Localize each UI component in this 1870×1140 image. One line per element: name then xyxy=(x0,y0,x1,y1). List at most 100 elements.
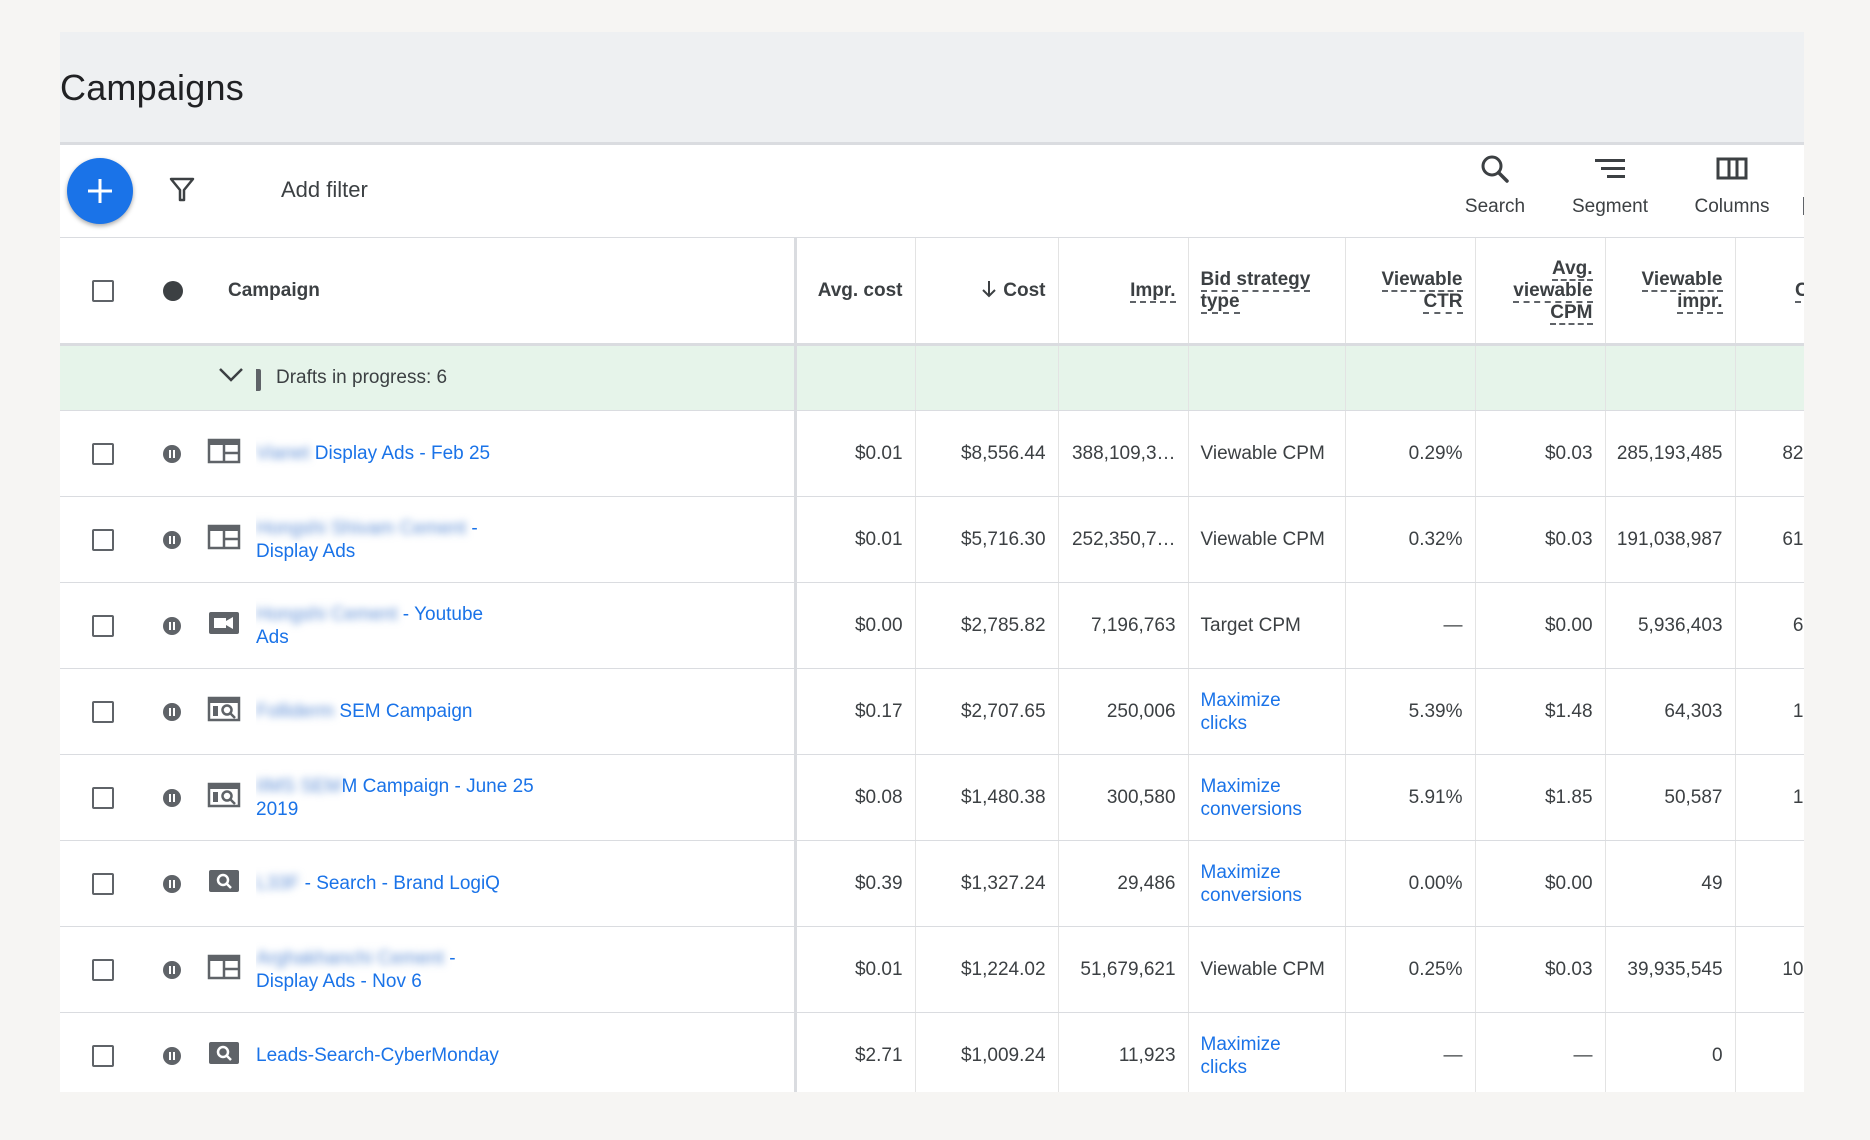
clicks-cell: 614,678 xyxy=(1735,496,1804,583)
status-header-icon[interactable] xyxy=(163,280,183,301)
campaign-header[interactable]: Campaign xyxy=(195,238,797,346)
columns-button[interactable]: Columns xyxy=(1677,153,1787,218)
search-page-campaign-icon xyxy=(207,781,256,815)
avg-viewable-cpm-header[interactable]: Avg. viewable CPM xyxy=(1475,238,1606,346)
paused-status-icon[interactable] xyxy=(163,616,181,635)
table-row[interactable]: Arghakhanchi Cement - Display Ads - Nov 6… xyxy=(60,926,1804,1013)
row-status-cell xyxy=(155,668,195,755)
avg-viewable-cpm-header-line3: CPM xyxy=(1550,301,1593,325)
drafts-toggle-cell xyxy=(155,344,256,411)
video-campaign-icon xyxy=(207,609,256,643)
cost-header-label: Cost xyxy=(1003,279,1046,301)
bid-strategy-cell: Viewable CPM xyxy=(1188,496,1346,583)
clicks-header[interactable]: Clicks xyxy=(1735,238,1804,346)
bid-strategy-cell: Maximize conversions xyxy=(1188,840,1346,927)
viewable-impr-cell: 49 xyxy=(1605,840,1736,927)
campaign-name-link[interactable]: Vianet Display Ads - Feb 25 xyxy=(256,442,792,465)
row-status-cell xyxy=(155,1012,195,1092)
row-checkbox[interactable] xyxy=(92,528,114,551)
row-checkbox[interactable] xyxy=(92,958,114,981)
add-filter-button[interactable]: Add filter xyxy=(281,177,368,202)
bid-strategy-header[interactable]: Bid strategy type xyxy=(1188,238,1346,346)
paused-status-icon[interactable] xyxy=(163,1046,181,1065)
bid-strategy-value[interactable]: Maximize clicks xyxy=(1201,1033,1345,1079)
viewable-ctr-cell: 0.00% xyxy=(1345,840,1476,927)
campaign-name-redacted: Hongshi Cement xyxy=(256,603,398,625)
row-checkbox[interactable] xyxy=(92,442,114,465)
viewable-ctr-cell: 0.32% xyxy=(1345,496,1476,583)
table-row[interactable]: IIMS SEMM Campaign - June 25 2019 $0.08 $1,… xyxy=(60,754,1804,841)
paused-status-icon[interactable] xyxy=(163,444,181,463)
campaign-name-cell: Vianet Display Ads - Feb 25 xyxy=(256,410,797,497)
paused-status-icon[interactable] xyxy=(163,788,181,807)
avg-cost-cell: $0.39 xyxy=(795,840,916,927)
campaign-name-link[interactable]: Leads-Search-CyberMonday xyxy=(256,1044,792,1067)
bid-strategy-line1: Maximize xyxy=(1200,689,1281,711)
filter-icon[interactable] xyxy=(168,175,196,203)
campaign-name-link[interactable]: Hongshi Cement - Youtube Ads xyxy=(256,603,792,649)
table-row[interactable]: Folliderm SEM Campaign $0.17 $2,707.65 250,… xyxy=(60,668,1804,755)
viewable-impr-cell: 285,193,485 xyxy=(1605,410,1736,497)
viewable-impr-cell: 5,936,403 xyxy=(1605,582,1736,669)
row-checkbox[interactable] xyxy=(92,1044,114,1067)
cost-header[interactable]: Cost xyxy=(915,238,1059,346)
table-row[interactable]: Hongshi Cement - Youtube Ads $0.00 $2,785.8… xyxy=(60,582,1804,669)
bid-strategy-value[interactable]: Maximize conversions xyxy=(1201,775,1345,821)
toolbar: Add filter Search Segment Columns xyxy=(60,145,1804,237)
paused-status-icon[interactable] xyxy=(163,702,181,721)
row-checkbox[interactable] xyxy=(92,700,114,723)
viewable-impr-cell: 64,303 xyxy=(1605,668,1736,755)
table-row[interactable]: Hongshi Shivam Cement - Display Ads $0.01 $… xyxy=(60,496,1804,583)
bid-strategy-value[interactable]: Maximize clicks xyxy=(1201,689,1345,735)
campaign-name-line2: 2019 xyxy=(256,798,299,820)
impr-cell: 252,350,7… xyxy=(1058,496,1189,583)
campaign-name-link[interactable]: IIMS SEMM Campaign - June 25 2019 xyxy=(256,775,792,821)
campaign-name: SEM Campaign xyxy=(334,701,473,722)
avg-cost-cell: $0.01 xyxy=(795,496,916,583)
campaign-name: M Campaign - June 25 xyxy=(341,775,534,797)
select-all-checkbox[interactable] xyxy=(92,279,114,302)
row-status-cell xyxy=(155,754,195,841)
search-icon xyxy=(1481,155,1509,183)
display-campaign-icon xyxy=(207,953,256,987)
viewable-impr-cell: 191,038,987 xyxy=(1605,496,1736,583)
paused-status-icon[interactable] xyxy=(163,874,181,893)
drafts-row[interactable]: Drafts in progress: 6 xyxy=(60,344,1804,411)
row-type-cell xyxy=(195,1012,256,1092)
campaign-name-link[interactable]: Arghakhanchi Cement - Display Ads - Nov 6 xyxy=(256,947,792,993)
add-campaign-button[interactable] xyxy=(67,158,133,224)
row-checkbox[interactable] xyxy=(92,786,114,809)
clicks-cell: 61,772 xyxy=(1735,582,1804,669)
segment-button[interactable]: Segment xyxy=(1555,153,1665,218)
campaign-name-link[interactable]: L33F - Search - Brand LogiQ xyxy=(256,872,792,895)
viewable-impr-header-line2: impr. xyxy=(1677,290,1723,314)
campaign-name: - Youtube xyxy=(397,603,484,625)
table-row[interactable]: Leads-Search-CyberMonday $2.71 $1,009.24 11… xyxy=(60,1012,1804,1092)
impr-header[interactable]: Impr. xyxy=(1058,238,1189,346)
viewable-impr-header[interactable]: Viewable impr. xyxy=(1605,238,1736,346)
bid-strategy-cell: Viewable CPM xyxy=(1188,926,1346,1013)
viewable-ctr-header[interactable]: Viewable CTR xyxy=(1345,238,1476,346)
bid-strategy-value[interactable]: Maximize conversions xyxy=(1201,861,1345,907)
row-check-cell xyxy=(60,926,155,1013)
row-checkbox[interactable] xyxy=(92,872,114,895)
avg-cost-cell: $0.08 xyxy=(795,754,916,841)
row-checkbox[interactable] xyxy=(92,614,114,637)
viewable-impr-cell: 50,587 xyxy=(1605,754,1736,841)
clicks-header-label: Clicks xyxy=(1795,279,1804,303)
search-button[interactable]: Search xyxy=(1450,153,1540,218)
avg-cost-header-label: Avg. cost xyxy=(817,279,903,301)
paused-status-icon[interactable] xyxy=(163,530,181,549)
avg-cost-header[interactable]: Avg. cost xyxy=(795,238,916,346)
chevron-down-icon[interactable] xyxy=(217,366,245,384)
table-row[interactable]: L33F - Search - Brand LogiQ $0.39 $1,327.2… xyxy=(60,840,1804,927)
more-tools-divider xyxy=(1803,197,1804,215)
campaign-name-cell: Arghakhanchi Cement - Display Ads - Nov 6 xyxy=(256,926,797,1013)
avg-cost-cell: $0.01 xyxy=(795,410,916,497)
campaign-name-link[interactable]: Hongshi Shivam Cement - Display Ads xyxy=(256,517,792,563)
plus-icon xyxy=(88,179,112,203)
campaign-name-link[interactable]: Folliderm SEM Campaign xyxy=(256,700,792,723)
segment-label: Segment xyxy=(1571,196,1649,217)
table-row[interactable]: Vianet Display Ads - Feb 25 $0.01 $8,556.4… xyxy=(60,410,1804,497)
paused-status-icon[interactable] xyxy=(163,960,181,979)
